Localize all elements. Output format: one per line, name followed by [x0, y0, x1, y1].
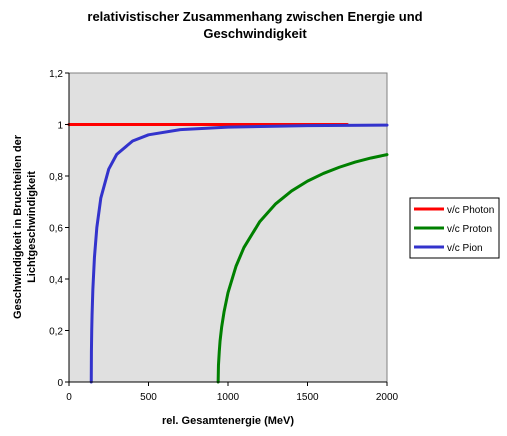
- x-tick-label: 500: [140, 392, 157, 403]
- legend-label-1: v/c Photon: [447, 205, 494, 216]
- x-axis-title: rel. Gesamtenergie (MeV): [162, 415, 294, 427]
- x-tick-label: 2000: [376, 392, 399, 403]
- y-tick-label: 1,2: [49, 69, 63, 80]
- legend-label-2: v/c Proton: [447, 224, 492, 235]
- series-line-3: [89, 123, 389, 384]
- chart-title-line-1: relativistischer Zusammenhang zwischen E…: [87, 9, 422, 24]
- y-tick-label: 0,4: [49, 275, 63, 286]
- y-tick-label: 0,6: [49, 224, 63, 235]
- legend: v/c Photon v/c Proton v/c Pion: [409, 197, 500, 259]
- legend-label-3: v/c Pion: [447, 243, 483, 254]
- y-tick-label: 0,2: [49, 327, 63, 338]
- x-tick-label: 1000: [217, 392, 240, 403]
- series-line-2: [216, 153, 389, 384]
- x-tick-label: 0: [66, 392, 72, 403]
- x-tick-label: 1500: [296, 392, 319, 403]
- y-tick-label: 0: [57, 378, 63, 389]
- series-layer: [67, 123, 389, 384]
- y-tick-label: 1: [57, 121, 63, 132]
- ticks-layer: 0 500 1000 1500 2000 0 0,2 0,4 0,6 0,8 1 1,2: [49, 69, 398, 403]
- chart-title-line-2: Geschwindigkeit: [203, 26, 307, 41]
- plot-area: [68, 72, 388, 383]
- y-tick-label: 0,8: [49, 172, 63, 183]
- y-axis-title-line-2: Lichtgeschwindigkeit: [26, 171, 38, 283]
- y-axis-title-line-1: Geschwindigkeit in Bruchteilen der: [12, 134, 24, 319]
